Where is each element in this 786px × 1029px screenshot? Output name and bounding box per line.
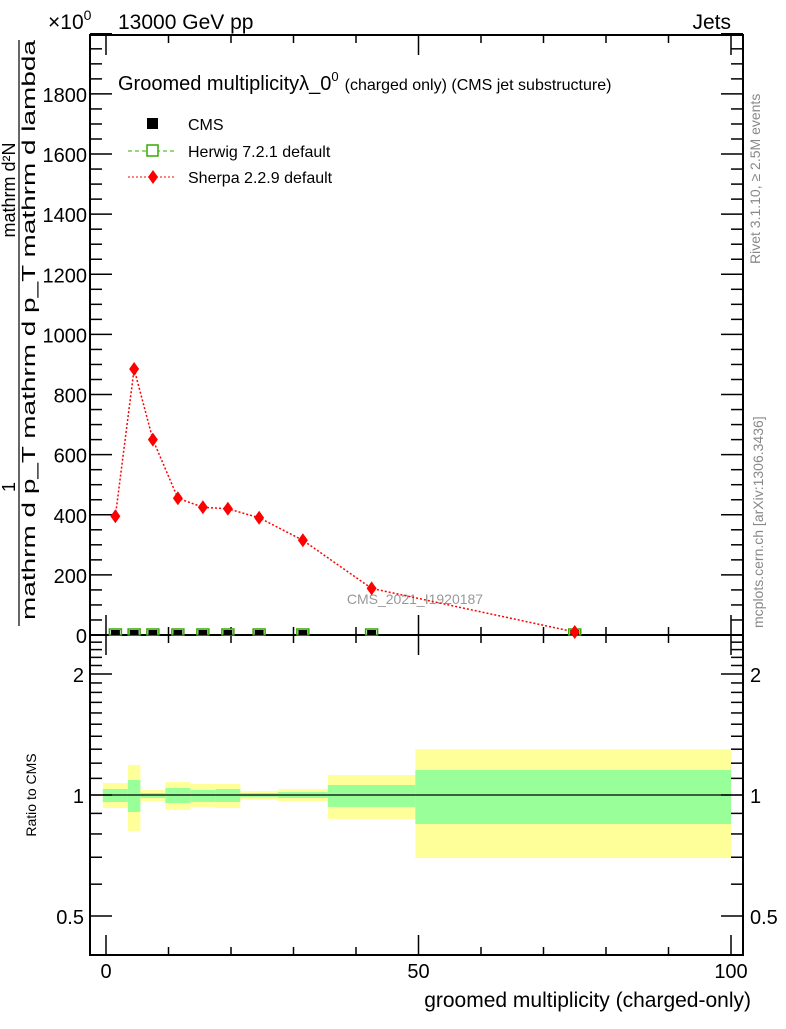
cms-point xyxy=(254,630,264,635)
cms-point xyxy=(223,630,233,635)
ratio-y-tick-label: 0.5 xyxy=(56,907,84,929)
y-tick-label: 1800 xyxy=(43,85,88,107)
y-tick-label: 1400 xyxy=(43,205,88,227)
cms-point xyxy=(129,630,139,635)
data-points xyxy=(108,361,582,639)
watermark: CMS_2021_I1920187 xyxy=(347,591,483,607)
y-tick-label: 600 xyxy=(54,446,87,468)
legend-cms-marker xyxy=(147,118,158,129)
ratio-inner-band xyxy=(415,769,731,824)
y-tick-label: 800 xyxy=(54,386,87,408)
ratio-inner-band xyxy=(327,784,416,807)
cms-point xyxy=(173,630,183,635)
cms-point xyxy=(298,630,308,635)
header-left: 13000 GeV pp xyxy=(118,11,253,34)
sherpa-line xyxy=(114,368,575,633)
x-tick-label: 50 xyxy=(407,961,429,983)
sherpa-point xyxy=(172,491,183,506)
y-tick-label: 1200 xyxy=(43,265,88,287)
cms-point xyxy=(148,630,158,635)
legend-herwig-marker xyxy=(146,144,159,157)
y-tick-label: 400 xyxy=(54,506,87,528)
cms-point xyxy=(198,630,208,635)
ratio-y-label: Ratio to CMS xyxy=(23,753,39,836)
sherpa-point xyxy=(222,501,233,516)
y-axis-label: 1 mathrm d²N mathrm d p_T mathrm d p_T m… xyxy=(0,38,40,626)
y-label-numerator: mathrm d²N xyxy=(0,142,19,237)
ratio-inner-band xyxy=(127,779,141,813)
axis-ticks xyxy=(90,33,743,955)
y-tick-label: 1600 xyxy=(43,145,88,167)
ratio-y-tick-label-right: 0.5 xyxy=(750,907,778,929)
sherpa-point xyxy=(254,510,265,525)
ratio-inner-band xyxy=(190,790,216,802)
x-tick-label: 100 xyxy=(714,961,747,983)
sherpa-point xyxy=(569,624,580,639)
side-text-mcplots: mcplots.cern.ch [arXiv:1306.3436] xyxy=(750,416,766,628)
cms-point xyxy=(110,630,120,635)
cms-point xyxy=(367,630,377,635)
ratio-y-tick-label: 1 xyxy=(73,786,84,808)
exponent-label: ×100 xyxy=(48,7,92,34)
y-tick-label: 200 xyxy=(54,566,87,588)
legend-sherpa-label: Sherpa 2.2.9 default xyxy=(188,170,333,187)
y-tick-label: 0 xyxy=(76,626,87,648)
legend: CMS Herwig 7.2.1 default Sherpa 2.2.9 de… xyxy=(128,117,333,187)
ratio-y-tick-label: 2 xyxy=(73,665,84,687)
sherpa-point xyxy=(147,432,158,447)
ratio-y-tick-label-right: 1 xyxy=(750,786,761,808)
sherpa-point xyxy=(297,533,308,548)
sherpa-point xyxy=(110,509,121,524)
plot-title: Groomed multiplicityλ_00(charged only) (… xyxy=(118,69,611,95)
sherpa-point xyxy=(366,581,377,596)
sherpa-point xyxy=(197,500,208,515)
legend-herwig-label: Herwig 7.2.1 default xyxy=(188,144,331,161)
sherpa-point xyxy=(129,361,140,376)
header-right: Jets xyxy=(692,11,731,34)
ratio-bands xyxy=(102,749,731,859)
x-tick-label: 0 xyxy=(100,961,111,983)
side-text-rivet: Rivet 3.1.10, ≥ 2.5M events xyxy=(747,94,763,264)
ratio-y-tick-label-right: 2 xyxy=(750,665,761,687)
legend-cms-label: CMS xyxy=(188,117,224,134)
y-tick-label: 1000 xyxy=(43,325,88,347)
ratio-frame xyxy=(89,634,744,956)
x-axis-label: groomed multiplicity (charged-only) xyxy=(424,989,751,1012)
y-label-one: 1 xyxy=(0,482,19,492)
legend-sherpa-marker xyxy=(148,170,158,184)
y-label-denominator: mathrm d p_T mathrm d p_T mathrm d lambd… xyxy=(19,38,40,620)
